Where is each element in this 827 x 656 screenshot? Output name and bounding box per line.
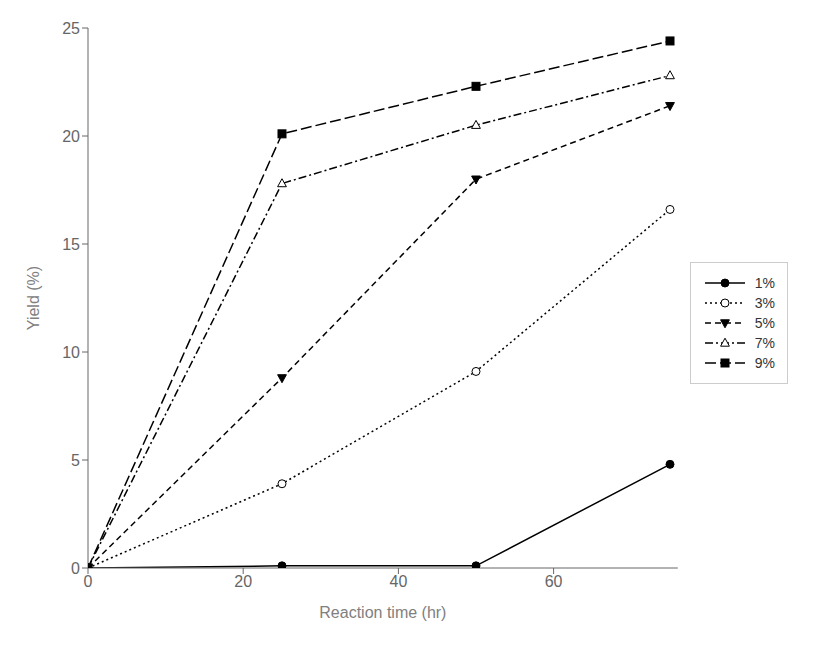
svg-text:10: 10 bbox=[62, 344, 80, 361]
svg-text:20: 20 bbox=[62, 128, 80, 145]
svg-text:60: 60 bbox=[545, 573, 563, 590]
svg-text:15: 15 bbox=[62, 236, 80, 253]
html-text:3%: 3% bbox=[754, 295, 775, 311]
svg-text:Reaction time (hr): Reaction time (hr) bbox=[319, 604, 446, 621]
html-text:5%: 5% bbox=[754, 315, 775, 331]
html-text:7%: 7% bbox=[754, 335, 775, 351]
html-text:1%: 1% bbox=[754, 275, 775, 291]
svg-text:25: 25 bbox=[62, 20, 80, 37]
svg-text:0: 0 bbox=[71, 560, 80, 577]
svg-text:0: 0 bbox=[84, 573, 93, 590]
svg-text:5: 5 bbox=[71, 452, 80, 469]
svg-text:40: 40 bbox=[390, 573, 408, 590]
html-text:9%: 9% bbox=[754, 355, 775, 371]
svg-text:Yield (%): Yield (%) bbox=[25, 266, 42, 330]
svg-text:20: 20 bbox=[234, 573, 252, 590]
